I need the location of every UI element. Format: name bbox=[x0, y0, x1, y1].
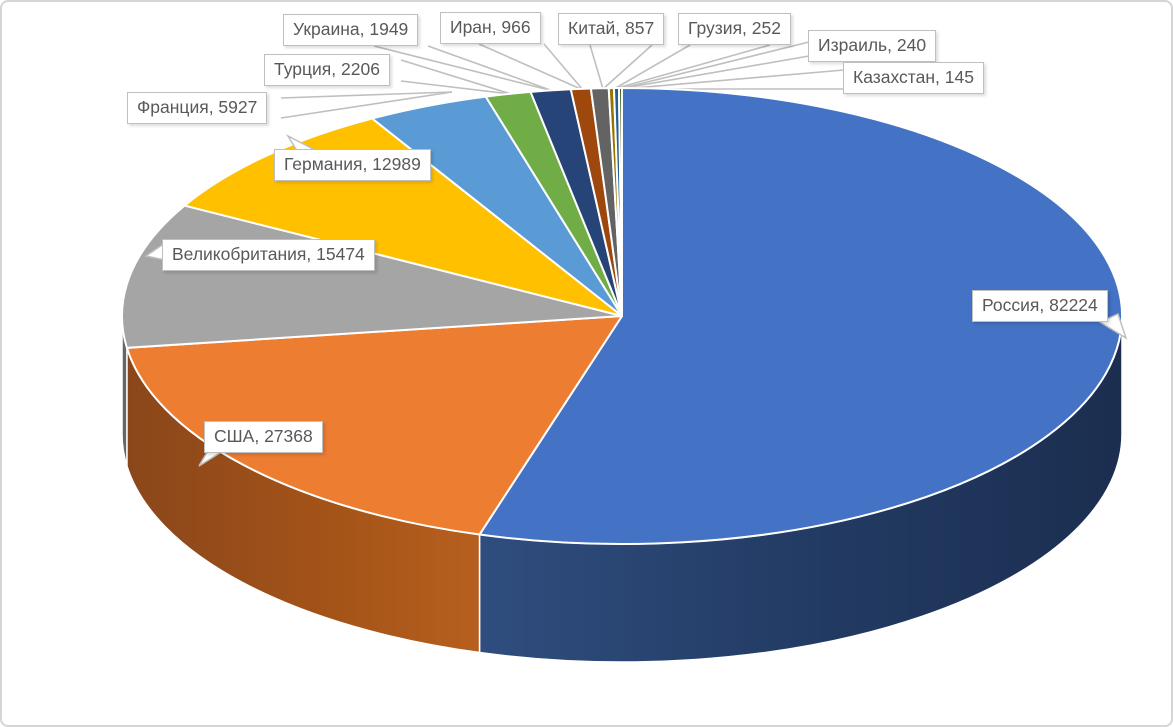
pie-slice-11: Казахстан, 145 bbox=[617, 86, 623, 317]
pie-slice-0: Россия, 82224 bbox=[478, 87, 1123, 545]
pie-slice-1: США, 27368 bbox=[125, 315, 623, 536]
